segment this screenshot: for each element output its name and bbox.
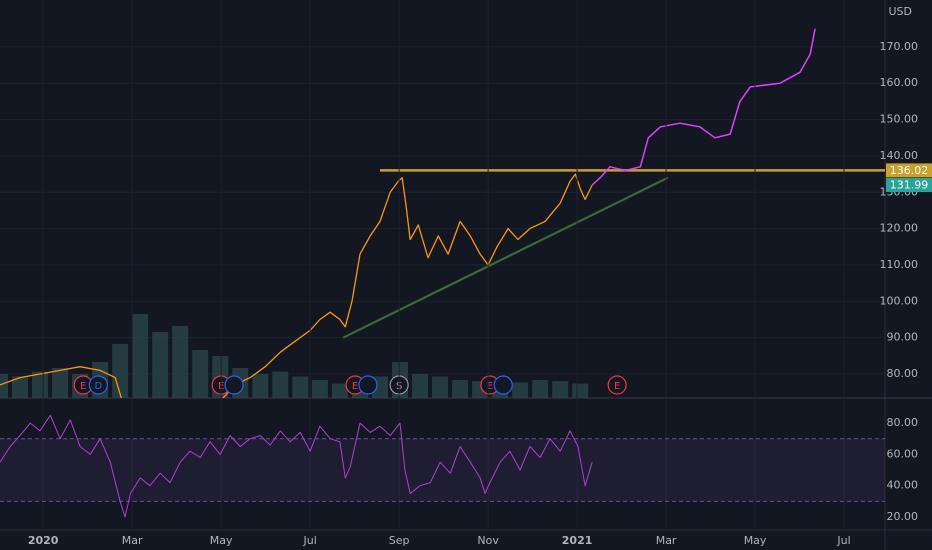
y-tick-label: 60.00	[887, 447, 919, 460]
volume-bar	[512, 382, 529, 398]
y-tick-label: 150.00	[880, 113, 919, 126]
event-label: E	[80, 381, 86, 392]
x-tick-label: 2020	[28, 534, 59, 547]
rsi-band	[0, 438, 885, 502]
volume-bar	[32, 371, 49, 398]
x-tick-label: Sep	[389, 534, 410, 547]
volume-bar	[112, 344, 129, 398]
volume-bar	[292, 376, 309, 398]
volume-bar	[132, 314, 149, 398]
series-line	[591, 28, 816, 186]
price-label-box	[886, 163, 932, 178]
price-label-box	[886, 178, 932, 193]
currency-label: USD	[888, 5, 912, 18]
x-tick-label: May	[210, 534, 233, 547]
volume-bar	[532, 380, 549, 398]
volume-bar	[252, 374, 269, 398]
volume-bar	[552, 381, 569, 398]
volume-bar	[0, 374, 8, 398]
price-label: 136.02	[890, 164, 929, 177]
volume-bar	[172, 326, 189, 398]
y-tick-label: 140.00	[880, 149, 919, 162]
event-marker	[493, 375, 513, 395]
volume-bar	[432, 376, 449, 398]
y-tick-label: 40.00	[887, 479, 919, 492]
event-label: E	[352, 381, 358, 392]
event-marker	[358, 375, 378, 395]
price-pane: EDEESEE	[0, 0, 885, 398]
volume-bar	[311, 380, 328, 398]
y-tick-label: 80.00	[887, 367, 919, 380]
x-tick-label: Jul	[836, 534, 850, 547]
y-tick-label: 170.00	[880, 40, 919, 53]
volume-bar	[452, 380, 469, 398]
volume-bar	[52, 368, 69, 398]
price-label: 131.99	[890, 179, 929, 192]
series-line	[0, 173, 593, 398]
event-label: E	[487, 381, 493, 392]
y-tick-label: 80.00	[887, 416, 919, 429]
x-tick-label: 2021	[562, 534, 593, 547]
series-line	[342, 176, 669, 339]
volume-bar	[12, 376, 29, 398]
y-tick-label: 90.00	[887, 331, 919, 344]
x-tick-label: May	[744, 534, 767, 547]
rsi-pane	[0, 398, 885, 530]
volume-bar	[272, 371, 289, 398]
y-tick-label: 110.00	[880, 258, 919, 271]
event-label: D	[94, 381, 102, 392]
axes: 80.0090.00100.00110.00120.00130.00140.00…	[28, 40, 932, 547]
event-marker	[88, 375, 108, 395]
y-tick-label: 160.00	[880, 76, 919, 89]
volume-bar	[572, 383, 589, 398]
event-marker	[224, 375, 244, 395]
event-marker	[607, 375, 627, 395]
y-tick-label: 20.00	[887, 510, 919, 523]
volume-bar	[152, 332, 169, 398]
y-tick-label: 120.00	[880, 222, 919, 235]
x-tick-label: Jul	[302, 534, 316, 547]
y-tick-label: 100.00	[880, 294, 919, 307]
x-tick-label: Nov	[477, 534, 499, 547]
volume-bar	[412, 374, 429, 398]
x-tick-label: Mar	[656, 534, 677, 547]
event-label: E	[614, 381, 620, 392]
series-line	[0, 414, 593, 518]
volume-bar	[331, 383, 348, 398]
x-tick-label: Mar	[122, 534, 143, 547]
volume-bar	[192, 350, 209, 398]
